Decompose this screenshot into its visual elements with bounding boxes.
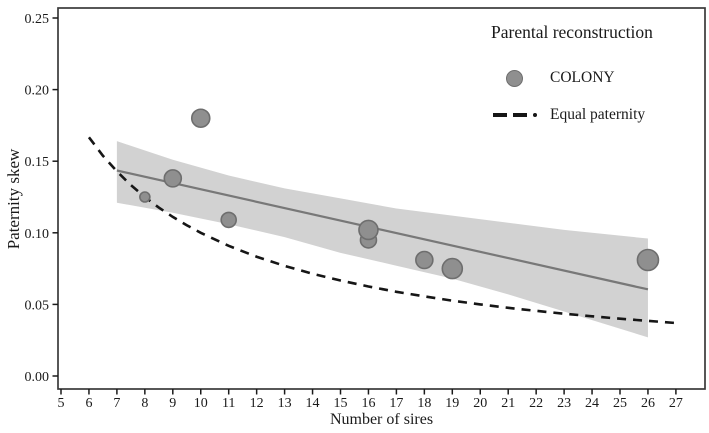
colony-point bbox=[358, 219, 379, 241]
x-tick-label: 8 bbox=[141, 396, 148, 411]
colony-point bbox=[139, 191, 151, 203]
x-tick-label: 15 bbox=[334, 396, 348, 411]
x-tick-label: 17 bbox=[389, 396, 403, 411]
x-tick-label: 19 bbox=[445, 396, 459, 411]
x-tick-label: 14 bbox=[306, 396, 320, 411]
x-tick-label: 23 bbox=[557, 396, 571, 411]
legend-item-label: COLONY bbox=[550, 69, 615, 86]
colony-point bbox=[190, 108, 211, 129]
plot-border bbox=[57, 7, 706, 390]
colony-point bbox=[636, 248, 660, 272]
colony-point bbox=[441, 257, 464, 280]
x-tick-label: 11 bbox=[222, 396, 235, 411]
x-tick-label: 20 bbox=[473, 396, 487, 411]
x-axis-title: Number of sires bbox=[329, 411, 434, 428]
confidence-band-area bbox=[116, 141, 648, 338]
x-tick-label: 18 bbox=[417, 396, 431, 411]
y-tick-label: 0.10 bbox=[25, 227, 50, 242]
x-tick-label: 25 bbox=[613, 396, 627, 411]
y-tick-label: 0.05 bbox=[25, 298, 50, 313]
x-tick-label: 22 bbox=[529, 396, 543, 411]
colony-marker-icon bbox=[506, 69, 523, 87]
x-tick-label: 27 bbox=[669, 396, 683, 411]
x-tick-label: 9 bbox=[169, 396, 176, 411]
x-tick-label: 10 bbox=[194, 396, 208, 411]
y-tick-label: 0.00 bbox=[25, 370, 50, 385]
x-tick-label: 16 bbox=[361, 396, 375, 411]
dashed-line-icon bbox=[493, 113, 537, 117]
x-tick-label: 6 bbox=[85, 396, 92, 411]
y-tick-label: 0.25 bbox=[25, 12, 50, 27]
confidence-band bbox=[116, 141, 648, 338]
colony-point bbox=[415, 250, 434, 270]
regression-fit-line bbox=[116, 169, 649, 291]
colony-points bbox=[139, 108, 660, 280]
legend-item-label: Equal paternity bbox=[550, 106, 646, 123]
colony-point bbox=[220, 211, 237, 229]
colony-point bbox=[163, 169, 183, 188]
x-tick-label: 5 bbox=[58, 396, 65, 411]
legend-item-equal-paternity: Equal paternity bbox=[493, 105, 645, 125]
y-tick-label: 0.20 bbox=[25, 84, 50, 99]
x-tick-label: 12 bbox=[250, 396, 264, 411]
x-tick-label: 24 bbox=[585, 396, 599, 411]
legend-title: Parental reconstruction bbox=[491, 22, 653, 42]
x-tick-label: 26 bbox=[641, 396, 655, 411]
x-tick-label: 21 bbox=[501, 396, 515, 411]
x-tick-label: 13 bbox=[278, 396, 292, 411]
y-tick-label: 0.15 bbox=[25, 155, 50, 170]
regression-line bbox=[116, 169, 649, 291]
legend-item-colony: COLONY bbox=[506, 68, 615, 88]
panel-border-rect bbox=[57, 7, 706, 390]
y-axis-title: Paternity skew bbox=[4, 148, 23, 250]
x-axis-ticks: 5 6 7 8 9 10 11 12 13 14 15 16 17 18 19 20 21 22 23 24 25 26 2… bbox=[58, 389, 683, 411]
x-tick-label: 7 bbox=[113, 396, 120, 411]
y-axis-ticks: 0.00 0.05 0.10 0.15 0.20 0.25 bbox=[25, 12, 58, 385]
